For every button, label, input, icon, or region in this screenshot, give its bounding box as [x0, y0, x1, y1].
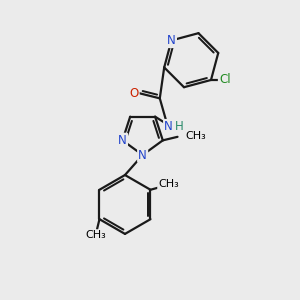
- Text: N: N: [118, 134, 127, 147]
- Text: O: O: [129, 87, 139, 100]
- Text: Cl: Cl: [219, 74, 231, 86]
- Text: CH₃: CH₃: [85, 230, 106, 240]
- Text: CH₃: CH₃: [158, 179, 179, 190]
- Text: N: N: [167, 34, 176, 47]
- Text: CH₃: CH₃: [186, 131, 206, 141]
- Text: H: H: [175, 120, 183, 133]
- Text: N: N: [138, 148, 147, 161]
- Text: N: N: [164, 120, 173, 133]
